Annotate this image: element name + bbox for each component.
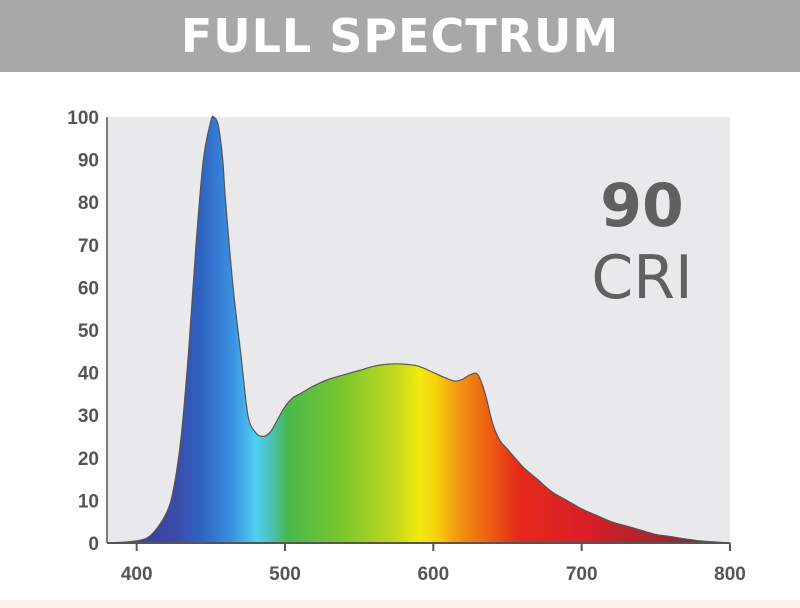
x-tick-label: 400 xyxy=(121,564,153,585)
bottom-strip xyxy=(0,600,800,608)
y-tick-label: 90 xyxy=(78,151,99,172)
x-axis-ticks: 400 500 600 700 800 xyxy=(121,543,746,585)
x-tick-label: 700 xyxy=(566,564,598,585)
y-tick-label: 70 xyxy=(78,236,99,257)
y-tick-label: 20 xyxy=(78,449,99,470)
y-tick-label: 50 xyxy=(78,321,99,342)
y-tick-label: 80 xyxy=(78,193,99,214)
x-tick-label: 600 xyxy=(417,564,449,585)
banner-title: FULL SPECTRUM xyxy=(180,9,620,63)
x-tick-label: 800 xyxy=(714,564,746,585)
y-tick-label: 40 xyxy=(78,364,99,385)
y-tick-label: 60 xyxy=(78,278,99,299)
spectrum-curve xyxy=(106,115,731,544)
cri-label: CRI xyxy=(591,243,692,313)
y-tick-label: 30 xyxy=(78,406,99,427)
y-axis-ticks: 0 10 20 30 40 50 60 70 80 90 100 xyxy=(67,108,99,555)
y-tick-label: 10 xyxy=(78,491,99,512)
cri-value: 90 xyxy=(600,171,684,241)
y-tick-label: 0 xyxy=(88,534,99,555)
y-tick-label: 100 xyxy=(67,108,99,129)
title-banner: FULL SPECTRUM xyxy=(0,0,800,72)
x-tick-label: 500 xyxy=(269,564,301,585)
